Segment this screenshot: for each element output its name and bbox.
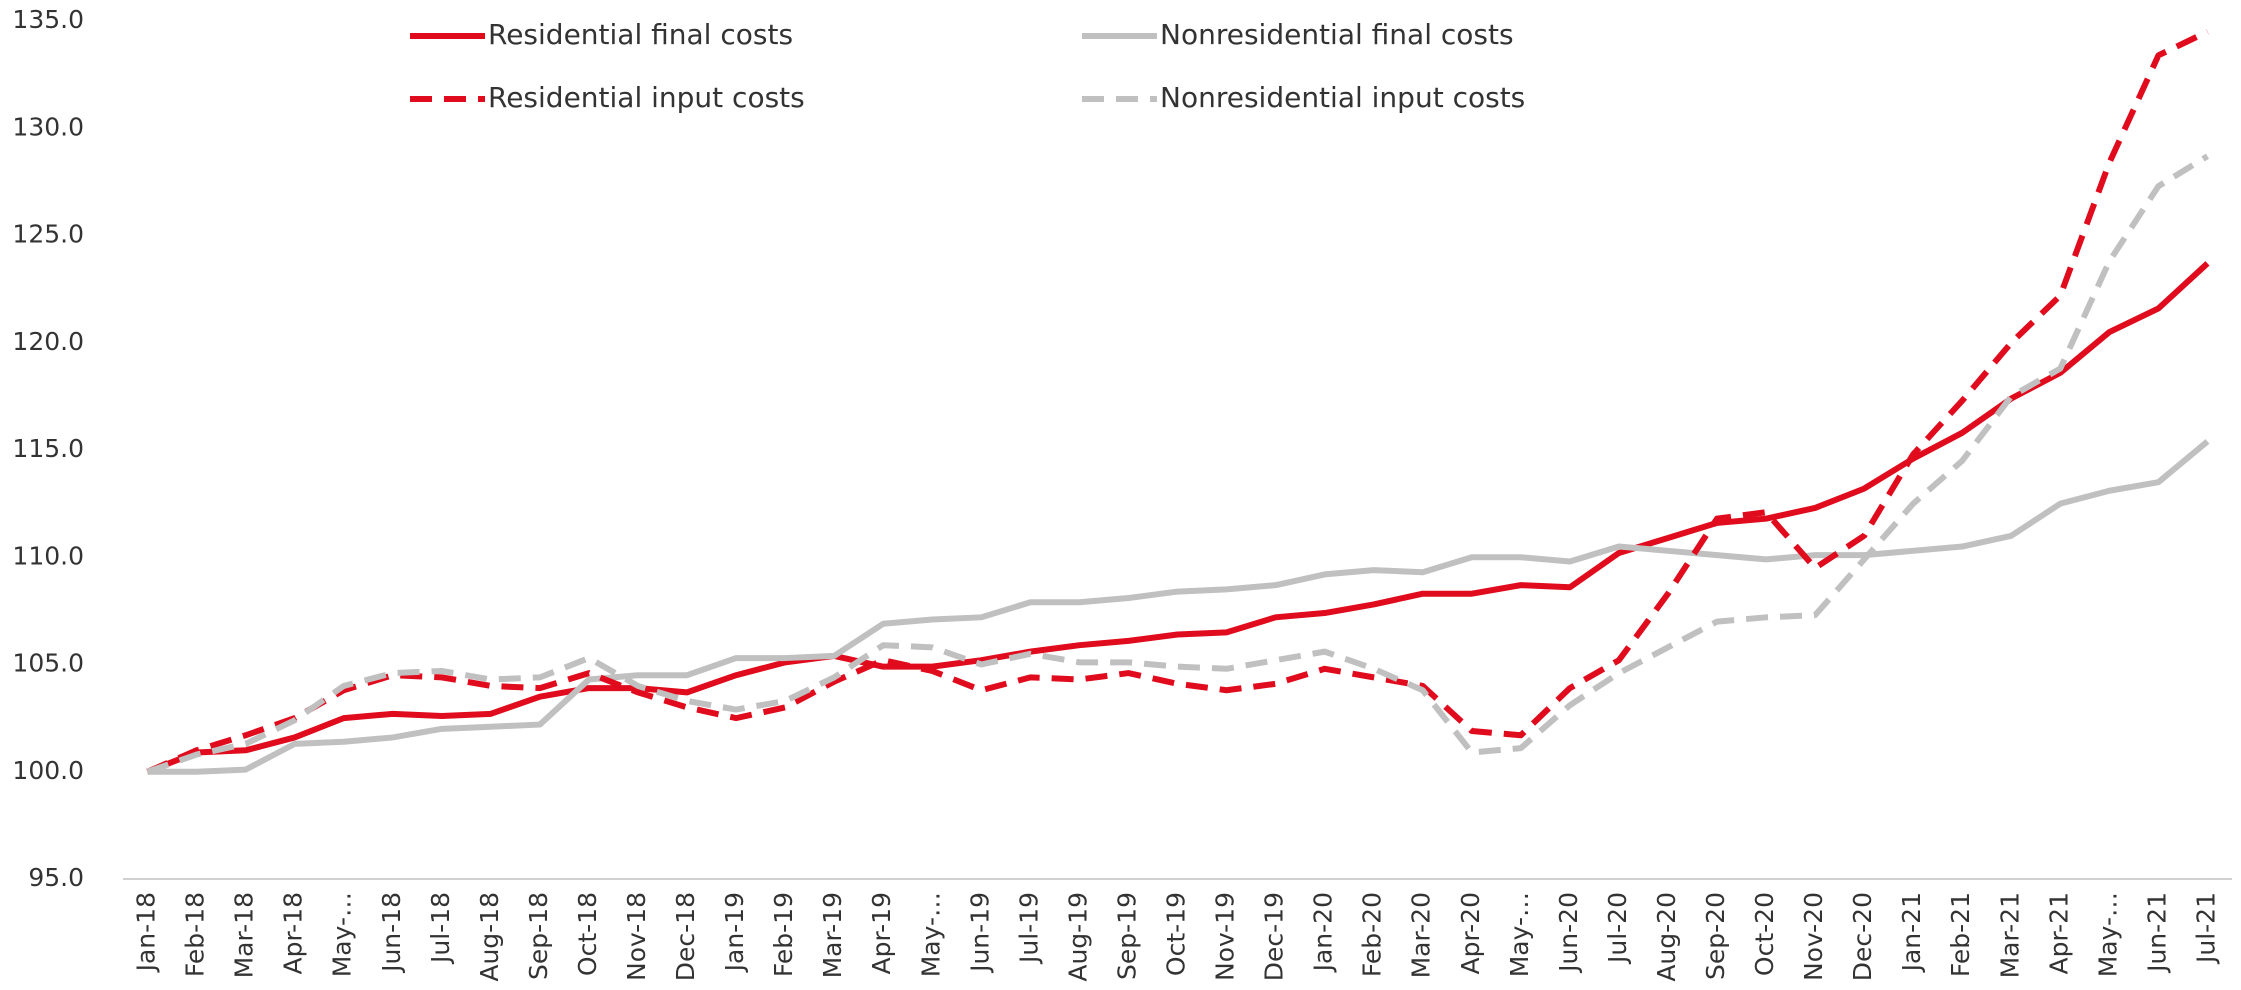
- x-tick-label: Apr-20: [1456, 892, 1485, 974]
- x-tick-label: Dec-19: [1260, 892, 1289, 981]
- x-tick-label: Sep-19: [1112, 892, 1141, 980]
- x-tick-label: Oct-19: [1162, 892, 1191, 976]
- x-tick-label: Feb-18: [181, 892, 210, 977]
- y-tick-label: 105.0: [12, 649, 84, 678]
- x-tick-label: Apr-18: [279, 892, 308, 974]
- x-tick-label: Jul-18: [426, 892, 455, 965]
- x-tick-label: Nov-18: [622, 892, 651, 981]
- series-line: [147, 439, 2210, 775]
- x-tick-label: Aug-19: [1063, 892, 1092, 982]
- x-tick-label: Jul-19: [1014, 892, 1043, 965]
- x-tick-label: Jan-20: [1309, 892, 1338, 973]
- legend-label: Nonresidential final costs: [1160, 18, 1514, 51]
- x-tick-label: May-…: [2093, 892, 2122, 977]
- x-tick-label: Jun-18: [377, 892, 406, 974]
- y-tick-label: 125.0: [12, 220, 84, 249]
- x-tick-label: Jun-19: [965, 892, 994, 974]
- legend-label: Residential input costs: [488, 81, 805, 114]
- x-tick-label: Jun-21: [2142, 892, 2171, 974]
- legend-label: Nonresidential input costs: [1160, 81, 1525, 114]
- x-tick-label: Feb-21: [1946, 892, 1975, 977]
- x-tick-label: Nov-20: [1799, 892, 1828, 981]
- x-tick-label: May-…: [1505, 892, 1534, 977]
- x-tick-label: Dec-18: [671, 892, 700, 981]
- x-tick-label: Dec-20: [1848, 892, 1877, 981]
- y-tick-label: 100.0: [12, 756, 84, 785]
- y-tick-label: 95.0: [28, 863, 84, 892]
- x-tick-label: Mar-21: [1995, 892, 2024, 978]
- x-tick-label: Feb-19: [769, 892, 798, 977]
- x-tick-label: Aug-20: [1652, 892, 1681, 982]
- x-tick-label: Sep-18: [524, 892, 553, 980]
- x-tick-label: Oct-18: [573, 892, 602, 976]
- x-tick-label: Apr-19: [867, 892, 896, 974]
- x-tick-label: Jan-21: [1897, 892, 1926, 973]
- x-tick-label: Jul-21: [2191, 892, 2220, 965]
- x-tick-label: May-…: [916, 892, 945, 977]
- x-tick-label: Mar-18: [230, 892, 259, 978]
- x-tick-label: Aug-18: [475, 892, 504, 982]
- x-tick-label: Nov-19: [1211, 892, 1240, 981]
- x-tick-label: May-…: [328, 892, 357, 977]
- y-tick-label: 130.0: [12, 112, 84, 141]
- y-tick-label: 120.0: [12, 327, 84, 356]
- x-tick-label: Apr-21: [2044, 892, 2073, 974]
- legend-label: Residential final costs: [488, 18, 793, 51]
- y-tick-label: 110.0: [12, 541, 84, 570]
- x-tick-label: Mar-19: [818, 892, 847, 978]
- x-tick-label: Jan-18: [132, 892, 161, 973]
- x-tick-label: Jan-19: [720, 892, 749, 973]
- x-tick-label: Sep-20: [1701, 892, 1730, 980]
- x-tick-label: Jul-20: [1603, 892, 1632, 965]
- series-line: [146, 29, 2209, 775]
- y-tick-label: 115.0: [12, 434, 84, 463]
- x-tick-label: Mar-20: [1407, 892, 1436, 978]
- x-tick-label: Oct-20: [1750, 892, 1779, 976]
- series-line: [146, 261, 2210, 775]
- series-line: [146, 153, 2210, 775]
- x-tick-label: Jun-20: [1554, 892, 1583, 974]
- y-tick-label: 135.0: [12, 5, 84, 34]
- x-tick-label: Feb-20: [1358, 892, 1387, 977]
